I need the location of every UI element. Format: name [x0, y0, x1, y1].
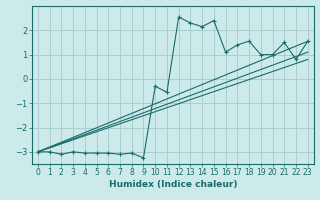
X-axis label: Humidex (Indice chaleur): Humidex (Indice chaleur) [108, 180, 237, 189]
